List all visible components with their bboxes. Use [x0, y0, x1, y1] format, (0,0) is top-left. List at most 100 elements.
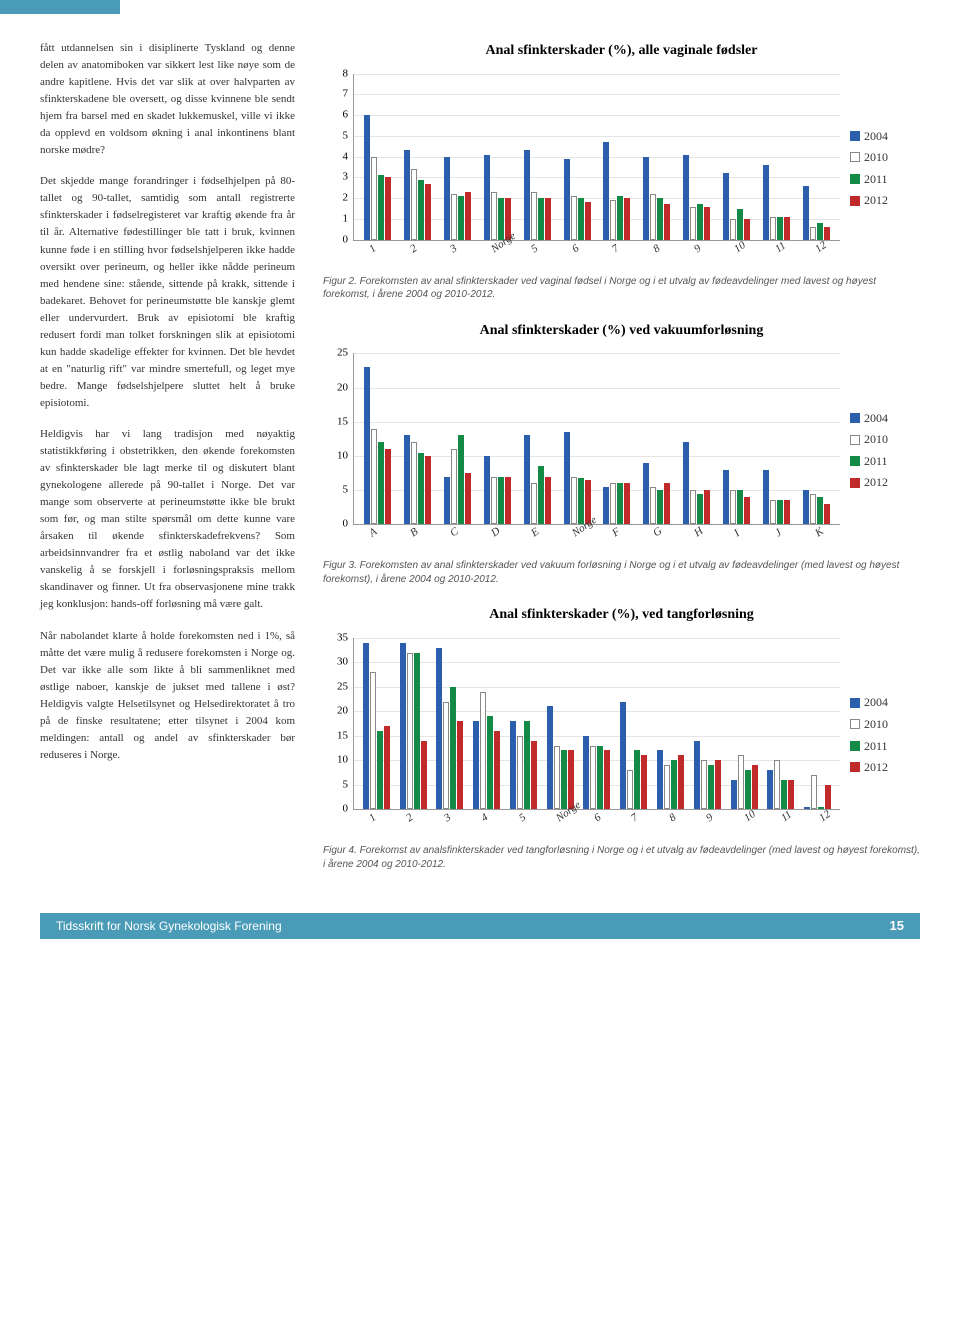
bar-group — [358, 74, 398, 240]
bar-group — [615, 638, 652, 809]
legend-swatch — [850, 741, 860, 751]
y-tick: 7 — [343, 86, 355, 103]
chart-legend: 2004201020112012 — [850, 690, 920, 779]
legend-swatch — [850, 174, 860, 184]
y-tick: 20 — [337, 703, 354, 720]
legend-label: 2010 — [864, 148, 888, 167]
bar-group — [477, 353, 517, 524]
legend-label: 2011 — [864, 170, 888, 189]
bar — [571, 477, 577, 525]
body-paragraph: fått utdannelsen sin i disiplinerte Tysk… — [40, 40, 295, 159]
bar — [690, 490, 696, 524]
bar — [400, 643, 406, 809]
journal-name: Tidsskrift for Norsk Gynekologisk Foreni… — [56, 917, 282, 936]
bar-group — [438, 74, 478, 240]
bar — [371, 157, 377, 240]
bar — [634, 750, 640, 809]
y-tick: 8 — [343, 65, 355, 82]
bar — [708, 765, 714, 809]
bar — [763, 165, 769, 240]
legend-label: 2012 — [864, 473, 888, 492]
bar — [484, 456, 490, 524]
legend-swatch — [850, 413, 860, 423]
y-tick: 5 — [343, 776, 355, 793]
bar-chart: 0510152025303512345Norge6789101112 — [323, 630, 850, 840]
bar-group — [796, 353, 836, 524]
legend-item: 2010 — [850, 430, 920, 449]
bar — [650, 194, 656, 240]
bar — [810, 227, 816, 239]
bar — [690, 207, 696, 240]
chart-title: Anal sfinkterskader (%), ved tangforløsn… — [323, 604, 920, 626]
legend-swatch — [850, 196, 860, 206]
y-tick: 1 — [343, 210, 355, 227]
chart-block: Anal sfinkterskader (%), ved tangforløsn… — [323, 604, 920, 871]
bar — [458, 435, 464, 524]
bar-group — [358, 638, 395, 809]
bar-group — [597, 74, 637, 240]
bar-group — [799, 638, 836, 809]
bar-group — [597, 353, 637, 524]
y-tick: 30 — [337, 654, 354, 671]
bar — [404, 435, 410, 524]
y-tick: 3 — [343, 169, 355, 186]
bar — [723, 470, 729, 525]
bar — [517, 736, 523, 809]
legend-label: 2004 — [864, 409, 888, 428]
bar — [803, 186, 809, 240]
bar — [457, 721, 463, 809]
bar — [451, 194, 457, 240]
bar-group — [716, 74, 756, 240]
legend-item: 2011 — [850, 170, 920, 189]
bar — [377, 731, 383, 809]
bar-group — [432, 638, 469, 809]
bar — [810, 494, 816, 525]
bar — [524, 721, 530, 809]
bar — [524, 150, 530, 239]
bar — [610, 200, 616, 239]
bar — [444, 157, 450, 240]
legend-label: 2012 — [864, 758, 888, 777]
y-tick: 15 — [337, 413, 354, 430]
bar-group — [716, 353, 756, 524]
chart-legend: 2004201020112012 — [850, 124, 920, 213]
bar — [730, 490, 736, 524]
article-text-column: fått utdannelsen sin i disiplinerte Tysk… — [40, 40, 295, 889]
bar — [510, 721, 516, 809]
bar — [484, 155, 490, 240]
bar — [683, 155, 689, 240]
chart-block: Anal sfinkterskader (%), alle vaginale f… — [323, 40, 920, 302]
legend-item: 2012 — [850, 758, 920, 777]
legend-label: 2004 — [864, 127, 888, 146]
bar — [491, 192, 497, 240]
bar — [770, 500, 776, 524]
bar — [451, 449, 457, 524]
bar — [671, 760, 677, 809]
legend-label: 2010 — [864, 430, 888, 449]
bar-group — [677, 353, 717, 524]
body-paragraph: Når nabolandet klarte å holde forekomste… — [40, 628, 295, 764]
y-tick: 6 — [343, 107, 355, 124]
bar — [407, 653, 413, 809]
bar — [436, 648, 442, 809]
chart-legend: 2004201020112012 — [850, 406, 920, 495]
bars-container — [354, 638, 840, 809]
bar-group — [438, 353, 478, 524]
legend-label: 2011 — [864, 737, 888, 756]
bar-group — [358, 353, 398, 524]
bar-group — [689, 638, 726, 809]
y-tick: 2 — [343, 190, 355, 207]
body-paragraph: Det skjedde mange forandringer i fødselh… — [40, 173, 295, 412]
bar-group — [505, 638, 542, 809]
figure-caption: Figur 3. Forekomsten av anal sfinkterska… — [323, 559, 920, 586]
bar — [531, 483, 537, 524]
bar — [554, 746, 560, 810]
bar — [404, 150, 410, 239]
bar — [781, 780, 787, 809]
bar-group — [637, 74, 677, 240]
y-tick: 10 — [337, 752, 354, 769]
bars-container — [354, 353, 840, 524]
legend-swatch — [850, 478, 860, 488]
y-tick: 5 — [343, 127, 355, 144]
y-tick: 20 — [337, 379, 354, 396]
